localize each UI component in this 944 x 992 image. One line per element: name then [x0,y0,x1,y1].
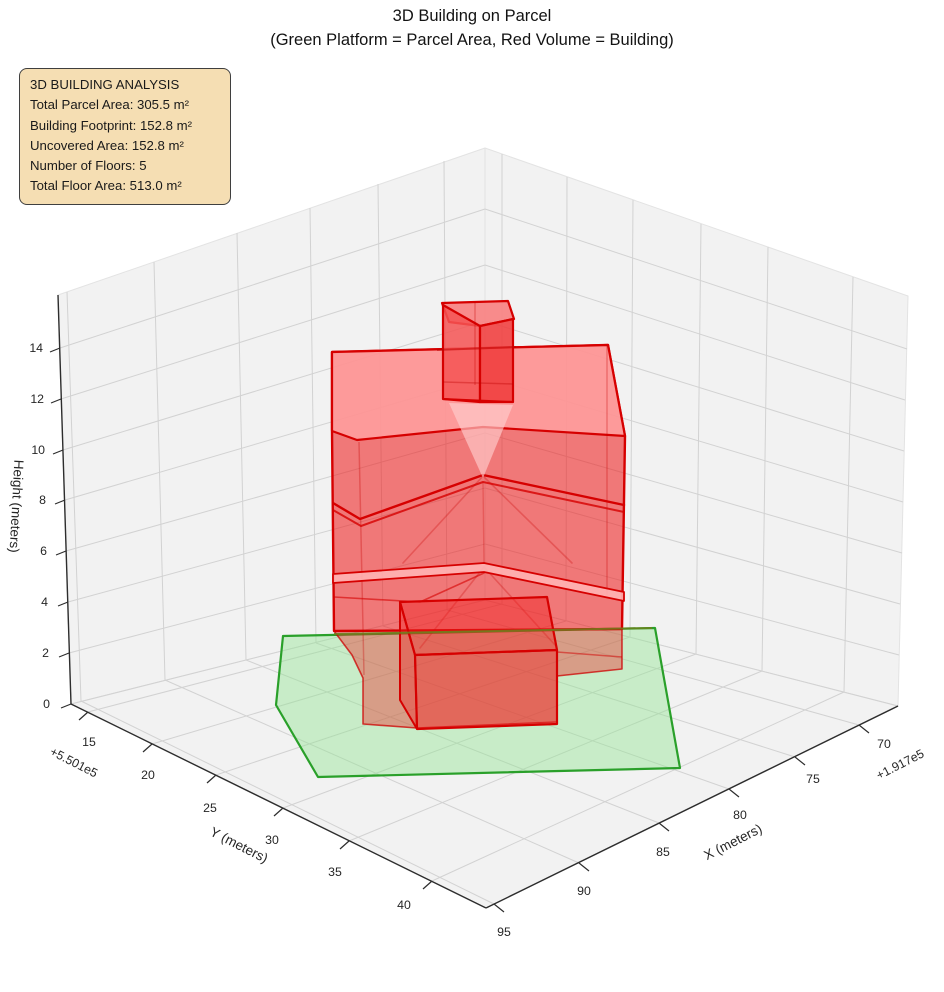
x-tick-mark [794,756,806,766]
hidden-edge [358,441,365,676]
annotation-line: Number of Floors: 5 [30,158,147,174]
annex-top-face [398,595,559,657]
x-axis-offset-text: +1.917e5 [874,746,927,782]
z-tick-label: 6 [40,544,47,558]
grid-floor-y [282,653,697,809]
grid-right-y [629,199,634,638]
annotation-line: Building Footprint: 152.8 m² [30,117,192,133]
grid-floor-x [164,679,580,864]
grid-floor-x [245,659,660,824]
annotation-line: Uncovered Area: 152.8 m² [30,137,184,153]
z-tick-mark [55,550,67,556]
grid-left-x [66,291,82,702]
x-tick-mark [858,724,870,734]
grid-left-z [60,264,486,400]
grid-right-y [843,276,854,693]
z-tick-mark [57,601,69,607]
floor-boundary-line [331,473,626,521]
analysis-annotation-box: 3D BUILDING ANALYSIS Total Parcel Area: … [19,68,231,205]
grid-right-z [484,264,906,401]
parcel-edge-through-building [333,627,653,635]
z-tick-mark [58,652,70,658]
y-tick-mark [206,774,217,784]
building-ground-section [333,628,623,729]
grid-left-x [236,232,247,661]
y-tick-label: 30 [265,833,279,847]
chart-subtitle: (Green Platform = Parcel Area, Red Volum… [270,31,674,49]
y-tick-label: 20 [141,768,155,782]
x-tick-label: 90 [577,884,591,898]
z-tick-mark [50,398,62,404]
z-tick-label: 12 [30,392,44,406]
grid-floor-y [151,620,567,745]
grid-floor-y [431,691,845,882]
floor-boundary-line [556,651,623,658]
z-tick-mark [60,703,72,709]
z-tick-mark [49,347,61,353]
grid-right-y [761,246,769,672]
chart-title: 3D Building on Parcel [392,7,552,25]
x-tick-mark [578,862,590,872]
y-tick-label: 35 [328,865,342,879]
penthouse-bottom-edge [442,398,514,403]
x-tick-label: 80 [733,808,747,822]
roofline-through-penthouse [442,381,514,385]
z-tick-mark [52,449,64,455]
annex-front-face [413,648,559,731]
z-axis-label: Height (meters) [7,459,27,553]
y-axis-offset-text: +5.501e5 [48,744,101,780]
y-tick-label: 15 [82,735,96,749]
y-axis-spine [70,703,487,909]
z-axis-spine [57,294,72,705]
x-axis-spine [485,705,899,909]
z-tick-label: 14 [29,341,43,355]
grid-floor-x [382,625,796,758]
x-tick-label: 75 [806,772,820,786]
z-tick-label: 4 [41,595,48,609]
roofline-through-penthouse [436,346,517,351]
grid-floor-x [315,642,730,790]
z-tick-label: 0 [43,697,50,711]
grid-left-x [309,207,317,644]
y-tick-label: 25 [203,801,217,815]
annotation-line: Total Floor Area: 513.0 m² [30,178,182,194]
grid-floor-y [348,670,763,842]
grid-right-z [484,320,905,452]
roof-wedge-highlight [449,403,513,478]
grid-floor-y [215,636,631,776]
x-tick-label: 85 [656,845,670,859]
floor-boundary-line [332,481,625,527]
penthouse-right-face [478,317,515,404]
x-tick-label: 95 [497,925,511,939]
grid-right-y [695,223,702,655]
grid-right-z [484,208,908,350]
y-axis-label: Y (meters) [208,824,271,866]
z-tick-label: 8 [39,493,46,507]
x-tick-mark [658,822,670,832]
annotation-heading: 3D BUILDING ANALYSIS [30,77,180,92]
floor-ledge-band [332,562,625,602]
x-tick-mark [493,903,505,913]
hidden-edge [482,481,485,564]
z-tick-label: 10 [31,443,45,457]
x-tick-mark [728,788,740,798]
y-tick-label: 40 [397,898,411,912]
x-axis-label: X (meters) [701,821,764,863]
grid-left-x [153,261,166,681]
z-tick-label: 2 [42,646,49,660]
y-tick-mark [339,840,350,850]
annotation-line: Total Parcel Area: 305.5 m² [30,97,190,113]
y-tick-mark [142,743,153,753]
grid-left-z [59,208,486,349]
z-tick-mark [54,499,66,505]
grid-left-z [62,320,486,451]
y-tick-mark [273,807,284,817]
grid-floor-x [80,700,495,905]
x-tick-label: 70 [877,737,891,751]
y-tick-mark [422,880,433,890]
y-tick-mark [78,711,89,721]
